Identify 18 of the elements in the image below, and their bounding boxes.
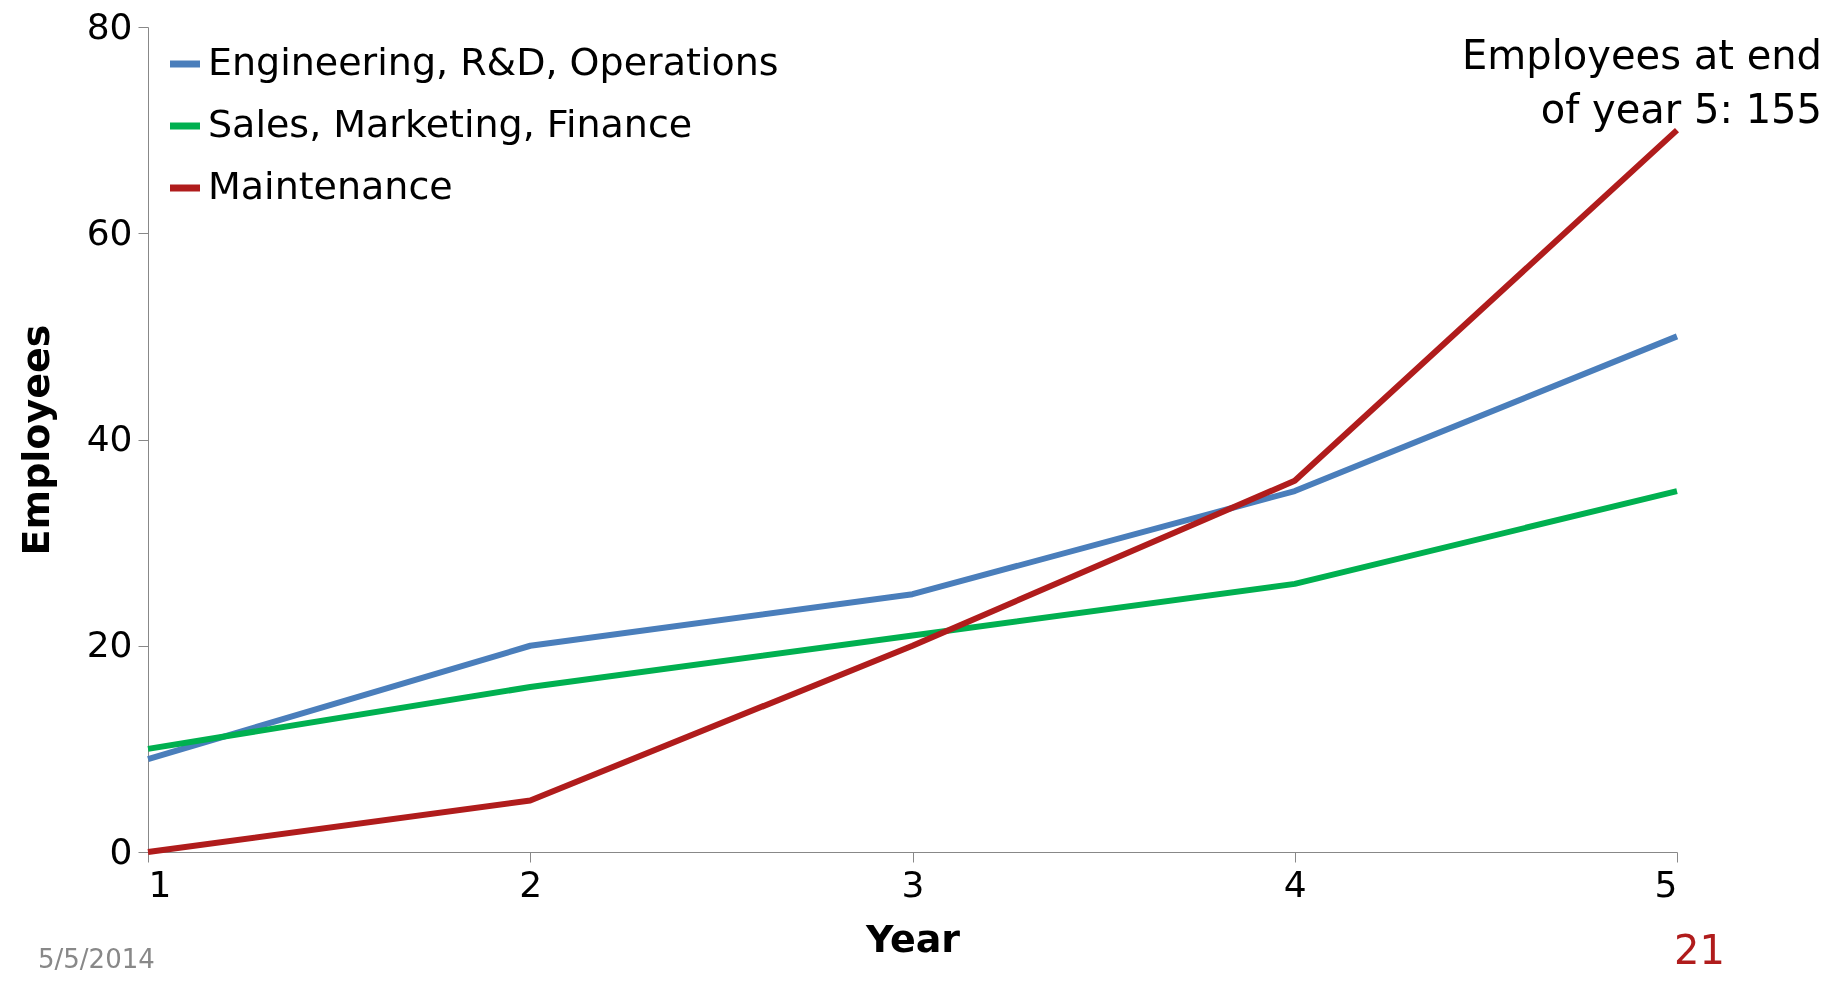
x-tick-label: 4	[1283, 863, 1307, 905]
y-tick-label: 20	[86, 624, 133, 666]
y-tick-label: 40	[86, 418, 133, 459]
x-tick-label: 2	[519, 863, 543, 905]
legend-label: Engineering, R&D, Operations	[208, 40, 779, 84]
y-tick-label: 60	[86, 211, 133, 253]
y-tick-label: 0	[109, 830, 133, 872]
y-tick-label: 80	[86, 5, 133, 47]
text: 5/5/2014	[38, 944, 155, 974]
y-axis-title: Employees	[13, 324, 58, 556]
annotation: Employees at end of year 5: 155	[1462, 32, 1822, 132]
x-tick-label: 3	[901, 863, 925, 905]
x-axis-title: Year	[864, 916, 961, 961]
x-tick-label: 5	[1654, 863, 1678, 905]
text: 21	[1674, 927, 1725, 973]
legend-label: Sales, Marketing, Finance	[208, 102, 693, 146]
legend-label: Maintenance	[208, 164, 453, 208]
x-tick-label: 1	[148, 863, 172, 905]
